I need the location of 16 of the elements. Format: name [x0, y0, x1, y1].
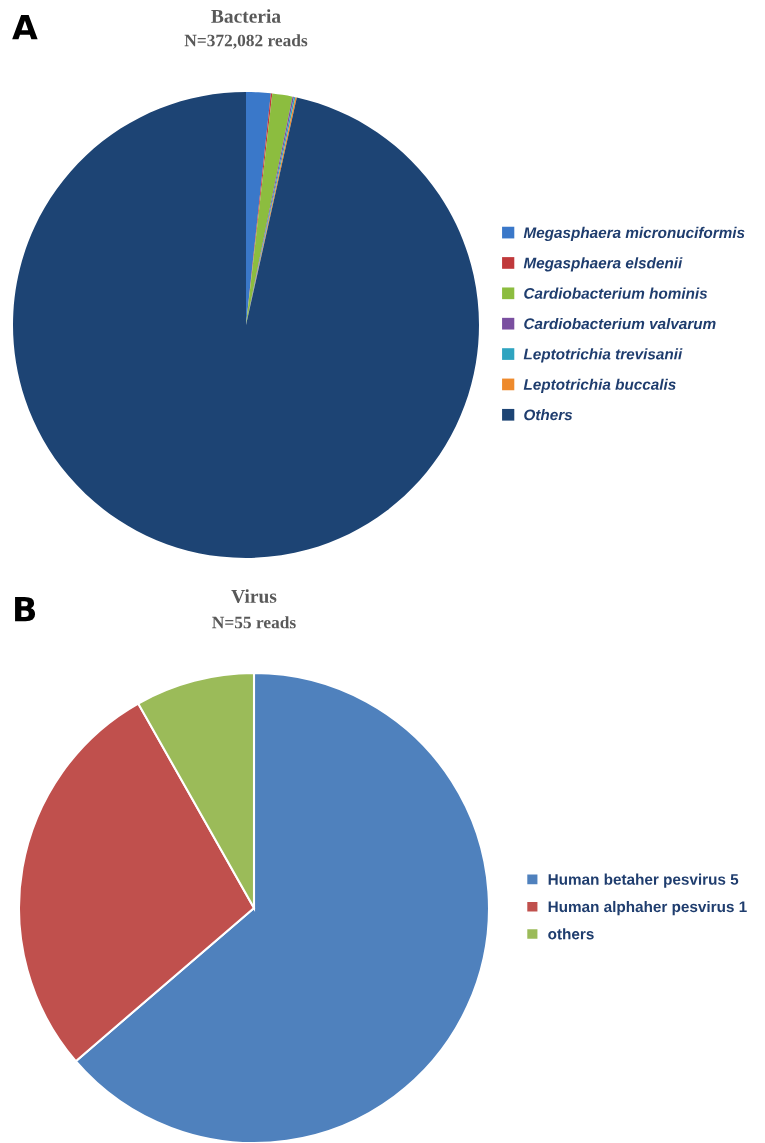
chart-subtitle: N=372,082 reads [184, 34, 308, 49]
legend-label: Human alphaher pesvirus 1 [548, 900, 747, 916]
text: A [12, 14, 38, 40]
text: B [15, 596, 36, 622]
legend-label: Others [524, 409, 573, 421]
legend-label: Megasphaera elsdenii [523, 257, 683, 272]
chart-title: Virus [231, 589, 277, 603]
chart-subtitle: N=55 reads [212, 616, 296, 629]
legend-label: Cardiobacterium valvarum [524, 317, 716, 330]
legend-label: Human betaher pesvirus 5 [548, 873, 739, 888]
legend-label: Leptotrichia trevisanii [523, 348, 683, 363]
chart-title: Bacteria [211, 9, 281, 23]
legend-label: others [548, 928, 594, 940]
legend-label: Megasphaera micronuciformis [523, 226, 745, 242]
legend-label: Leptotrichia buccalis [523, 378, 676, 393]
legend-label: Cardiobacterium hominis [524, 287, 708, 299]
